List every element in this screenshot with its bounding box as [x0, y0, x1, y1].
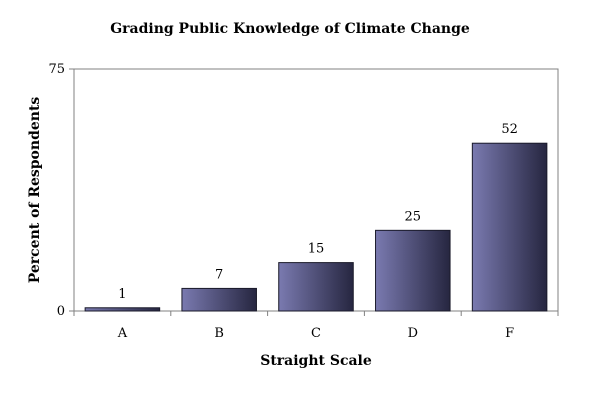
x-tick-label-c: C — [311, 326, 321, 341]
bar-c — [278, 262, 354, 312]
bar-series: 1 7 15 25 52 — [84, 122, 548, 312]
bar-d — [375, 229, 451, 312]
y-axis-ticks: 0 75 — [48, 62, 74, 319]
y-tick-label: 75 — [48, 62, 65, 77]
data-label-b: 7 — [215, 267, 223, 282]
data-label-c: 15 — [308, 242, 325, 257]
chart-title: Grading Public Knowledge of Climate Chan… — [110, 21, 470, 37]
x-tick-label-d: D — [408, 326, 418, 341]
x-tick-label-a: A — [117, 326, 128, 341]
data-label-f: 52 — [501, 122, 518, 137]
data-label-a: 1 — [118, 287, 126, 302]
bar-f — [471, 142, 548, 312]
x-tick-label-f: F — [505, 326, 514, 341]
data-label-d: 25 — [405, 209, 422, 224]
bar-b — [181, 287, 257, 312]
bar-a — [84, 307, 161, 312]
y-tick-label: 0 — [57, 304, 65, 319]
x-axis-label: Straight Scale — [260, 353, 372, 369]
x-tick-label-b: B — [214, 326, 224, 341]
y-axis-label: Percent of Respondents — [27, 97, 43, 284]
